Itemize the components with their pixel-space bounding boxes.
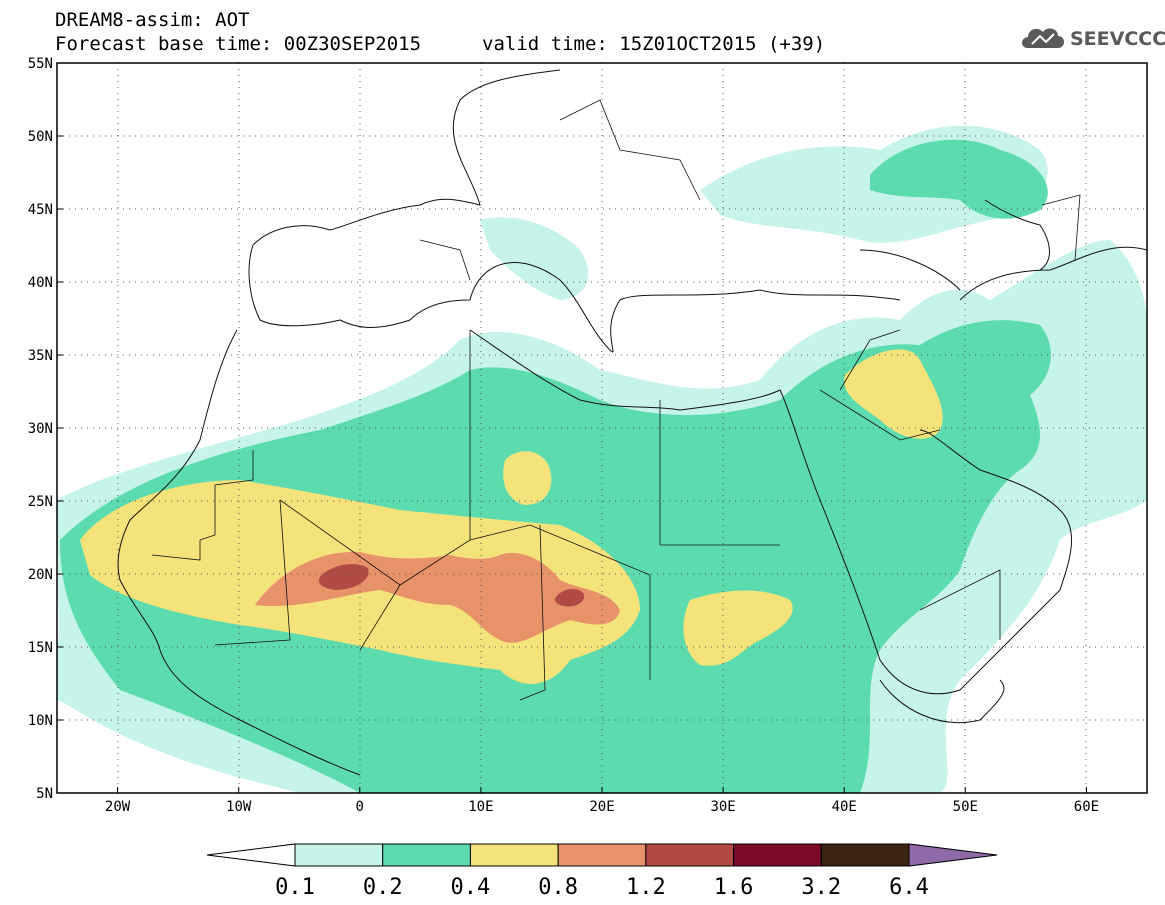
lon-label-40E: 40E	[832, 799, 857, 815]
aot-contour-0.4-east	[683, 590, 793, 666]
lon-label-50E: 50E	[953, 799, 978, 815]
colorbar-label-1.6: 1.6	[714, 875, 754, 900]
lon-label-20W: 20W	[105, 799, 131, 815]
lat-label-55N: 55N	[28, 56, 53, 72]
longitude-labels: 20W 10W 0 10E 20E 30E 40E 50E 60E	[105, 787, 1099, 815]
colorbar-label-1.2: 1.2	[626, 875, 666, 900]
title-line-1: DREAM8-assim: AOT	[55, 9, 250, 31]
colorbar-under-triangle	[206, 843, 296, 867]
aot-contour-0.2-north	[870, 139, 1048, 219]
colorbar-label-3.2: 3.2	[801, 875, 841, 900]
colorbar-box	[645, 843, 735, 867]
aot-field	[57, 125, 1147, 793]
colorbar-box	[557, 843, 647, 867]
colorbar-label-0.4: 0.4	[451, 875, 491, 900]
logo-text: SEEVCCC	[1070, 28, 1165, 50]
cloud-logo-icon	[1022, 28, 1064, 48]
lat-label-25N: 25N	[28, 494, 53, 510]
colorbar: 0.1 0.2 0.4 0.8 1.2 1.6 3.2 6.4	[206, 843, 998, 900]
lat-label-45N: 45N	[28, 202, 53, 218]
lat-label-20N: 20N	[28, 567, 53, 583]
aot-contour-1.2-west	[318, 564, 369, 590]
colorbar-box	[469, 843, 559, 867]
aot-contour-0.4-libya	[503, 451, 552, 505]
lon-label-0: 0	[356, 799, 364, 815]
coastlines	[117, 69, 1147, 776]
colorbar-box	[733, 843, 822, 867]
lon-label-30E: 30E	[710, 799, 735, 815]
colorbar-label-0.1: 0.1	[275, 875, 315, 900]
lon-label-10W: 10W	[226, 799, 252, 815]
seevccc-logo: SEEVCCC	[1018, 22, 1165, 58]
lat-label-30N: 30N	[28, 421, 53, 437]
lat-label-50N: 50N	[28, 129, 53, 145]
colorbar-box	[294, 843, 384, 867]
colorbar-label-6.4: 6.4	[889, 875, 929, 900]
colorbar-box	[382, 843, 471, 867]
lon-label-60E: 60E	[1074, 799, 1099, 815]
aot-contour-0.1-adriatic	[480, 217, 589, 300]
colorbar-label-0.8: 0.8	[538, 875, 578, 900]
aot-contour-1.2-east	[554, 588, 585, 607]
lat-label-5N: 5N	[36, 786, 53, 802]
lat-label-35N: 35N	[28, 348, 53, 364]
borders	[151, 99, 1081, 701]
colorbar-box	[820, 843, 910, 867]
colorbar-over-triangle	[908, 843, 998, 867]
colorbar-label-0.2: 0.2	[363, 875, 403, 900]
lon-label-20E: 20E	[589, 799, 614, 815]
title-line-2: Forecast base time: 00Z30SEP2015	[55, 33, 422, 55]
lat-label-10N: 10N	[28, 713, 53, 729]
latitude-labels: 5N 10N 15N 20N 25N 30N 35N 40N 45N 50N 55N	[28, 56, 63, 802]
lon-label-10E: 10E	[468, 799, 493, 815]
lat-label-15N: 15N	[28, 640, 53, 656]
aot-contour-0.4-iraq	[844, 349, 943, 439]
lat-label-40N: 40N	[28, 275, 53, 291]
valid-time: valid time: 15Z01OCT2015 (+39)	[482, 33, 826, 55]
